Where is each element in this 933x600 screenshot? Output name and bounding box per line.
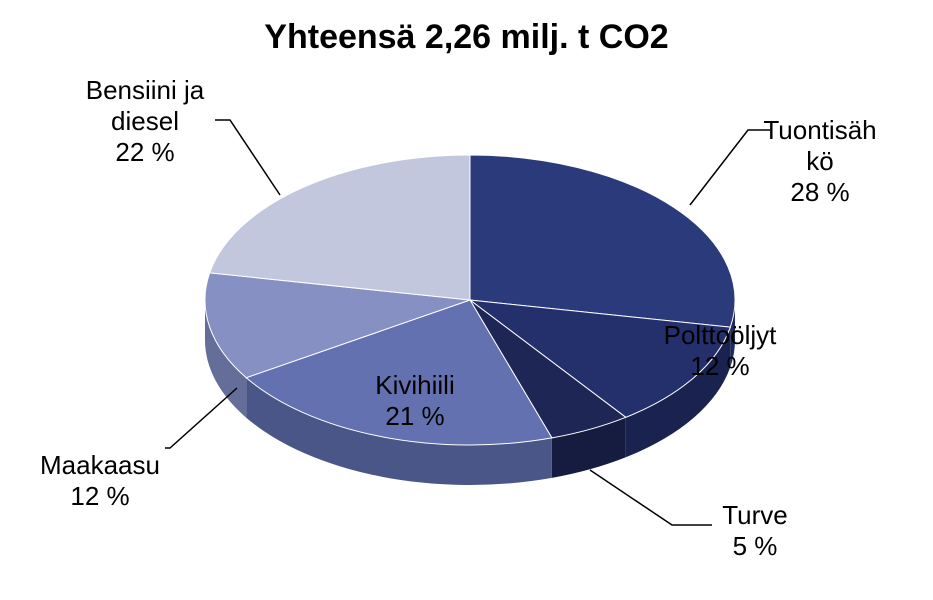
chart-title: Yhteensä 2,26 milj. t CO2: [0, 18, 933, 57]
label-turve: Turve 5 %: [635, 500, 875, 562]
label-tuontisahko: Tuontisäh kö 28 %: [700, 115, 933, 209]
label-polttooljyt: Polttoöljyt 12 %: [600, 320, 840, 382]
pie-chart-3d: Yhteensä 2,26 milj. t CO2 Tuontisäh kö 2…: [0, 0, 933, 600]
slice-tuontisahko: [470, 155, 735, 327]
label-kivihiili: Kivihiili 21 %: [295, 370, 535, 432]
label-maakaasu: Maakaasu 12 %: [0, 450, 220, 512]
leader-maakaasu: [165, 388, 237, 448]
label-bensiini: Bensiini ja diesel 22 %: [25, 75, 265, 169]
